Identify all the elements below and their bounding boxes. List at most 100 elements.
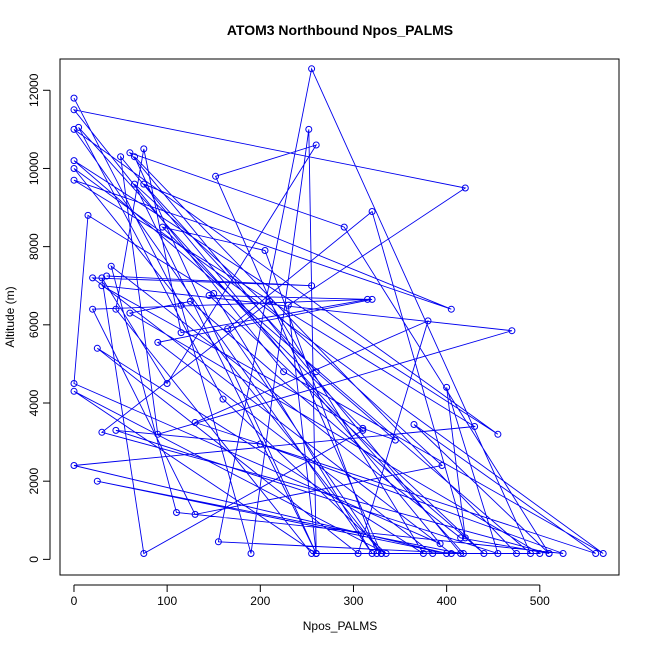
data-point	[163, 380, 171, 387]
data-point	[308, 550, 316, 557]
data-point	[186, 297, 194, 305]
y-tick-label: 12000	[27, 73, 41, 107]
data-point	[107, 262, 115, 270]
data-point	[75, 123, 83, 131]
data-point	[457, 550, 465, 557]
data-point	[191, 510, 199, 518]
data-point	[93, 477, 101, 485]
chart-title: ATOM3 Northbound Npos_PALMS	[227, 22, 453, 38]
data-point	[266, 297, 274, 305]
data-point	[70, 94, 78, 102]
y-tick-label: 8000	[27, 233, 41, 260]
data-point	[312, 550, 320, 557]
data-point	[177, 301, 185, 309]
data-point	[536, 550, 544, 557]
data-point	[391, 436, 399, 444]
data-point	[159, 223, 166, 231]
data-point	[494, 550, 502, 557]
data-point	[247, 550, 255, 557]
plot-area	[70, 65, 607, 557]
data-point	[212, 172, 220, 180]
data-point	[368, 550, 376, 557]
data-point	[429, 550, 437, 557]
data-point	[93, 344, 101, 352]
data-point	[340, 223, 348, 231]
data-point	[117, 153, 125, 161]
data-point	[368, 208, 376, 215]
data-point	[89, 305, 97, 313]
data-point	[359, 424, 367, 432]
data-point	[438, 462, 446, 469]
data-point	[131, 180, 138, 188]
data-point	[70, 157, 78, 165]
data-point	[364, 295, 371, 303]
data-point	[140, 550, 148, 557]
data-point	[70, 125, 78, 133]
data-point	[436, 540, 444, 548]
data-point	[373, 550, 381, 557]
y-tick-label: 10000	[27, 151, 41, 185]
data-point	[447, 305, 455, 313]
data-point	[508, 327, 516, 335]
data-point	[308, 282, 316, 290]
data-point	[131, 153, 138, 161]
data-point	[98, 428, 106, 436]
data-point	[359, 426, 367, 434]
data-point	[459, 550, 467, 557]
data-point	[140, 180, 148, 188]
data-point	[461, 534, 469, 542]
data-point	[377, 550, 385, 557]
data-point	[410, 421, 418, 428]
data-point	[70, 106, 78, 114]
data-point	[84, 211, 92, 219]
data-point	[305, 125, 313, 133]
data-point	[599, 550, 607, 557]
data-point	[70, 462, 78, 469]
data-point	[70, 387, 78, 395]
data-point	[527, 550, 534, 557]
data-point	[284, 301, 292, 309]
data-point	[447, 550, 455, 557]
data-point	[312, 141, 320, 149]
data-point	[224, 325, 232, 333]
data-point	[214, 538, 222, 546]
data-point	[461, 184, 469, 192]
data-point	[173, 509, 180, 516]
data-point	[98, 274, 106, 282]
y-tick-label: 2000	[27, 468, 41, 495]
data-point	[70, 165, 78, 172]
data-point	[419, 550, 427, 557]
data-point	[112, 305, 120, 313]
data-point	[368, 295, 376, 303]
x-tick-label: 400	[437, 594, 457, 608]
x-tick-label: 100	[157, 594, 177, 608]
data-point	[457, 534, 465, 542]
x-axis-label: Npos_PALMS	[303, 619, 377, 633]
data-point	[424, 317, 432, 325]
data-point	[154, 338, 162, 346]
x-tick-label: 300	[343, 594, 363, 608]
x-tick-label: 200	[250, 594, 270, 608]
y-axis: 0 2000 4000 6000 8000 10000 12000	[27, 73, 51, 563]
y-tick-label: 6000	[27, 311, 41, 338]
data-point	[70, 380, 78, 387]
data-point	[545, 550, 553, 557]
data-point	[140, 145, 148, 153]
y-axis-label: Altitude (m)	[3, 286, 17, 347]
series-line	[72, 67, 604, 555]
x-tick-label: 500	[530, 594, 550, 608]
data-point	[256, 440, 264, 448]
data-point	[112, 426, 120, 434]
data-point	[480, 550, 488, 557]
data-point	[219, 395, 227, 403]
x-axis: 0 100 200 300 400 500	[71, 584, 550, 608]
data-point	[210, 290, 218, 297]
data-point	[191, 419, 199, 426]
data-point	[103, 272, 111, 280]
data-point	[382, 550, 390, 557]
y-tick-label: 0	[27, 556, 41, 563]
data-point	[205, 292, 213, 299]
data-point	[98, 282, 106, 290]
data-point	[354, 550, 362, 557]
